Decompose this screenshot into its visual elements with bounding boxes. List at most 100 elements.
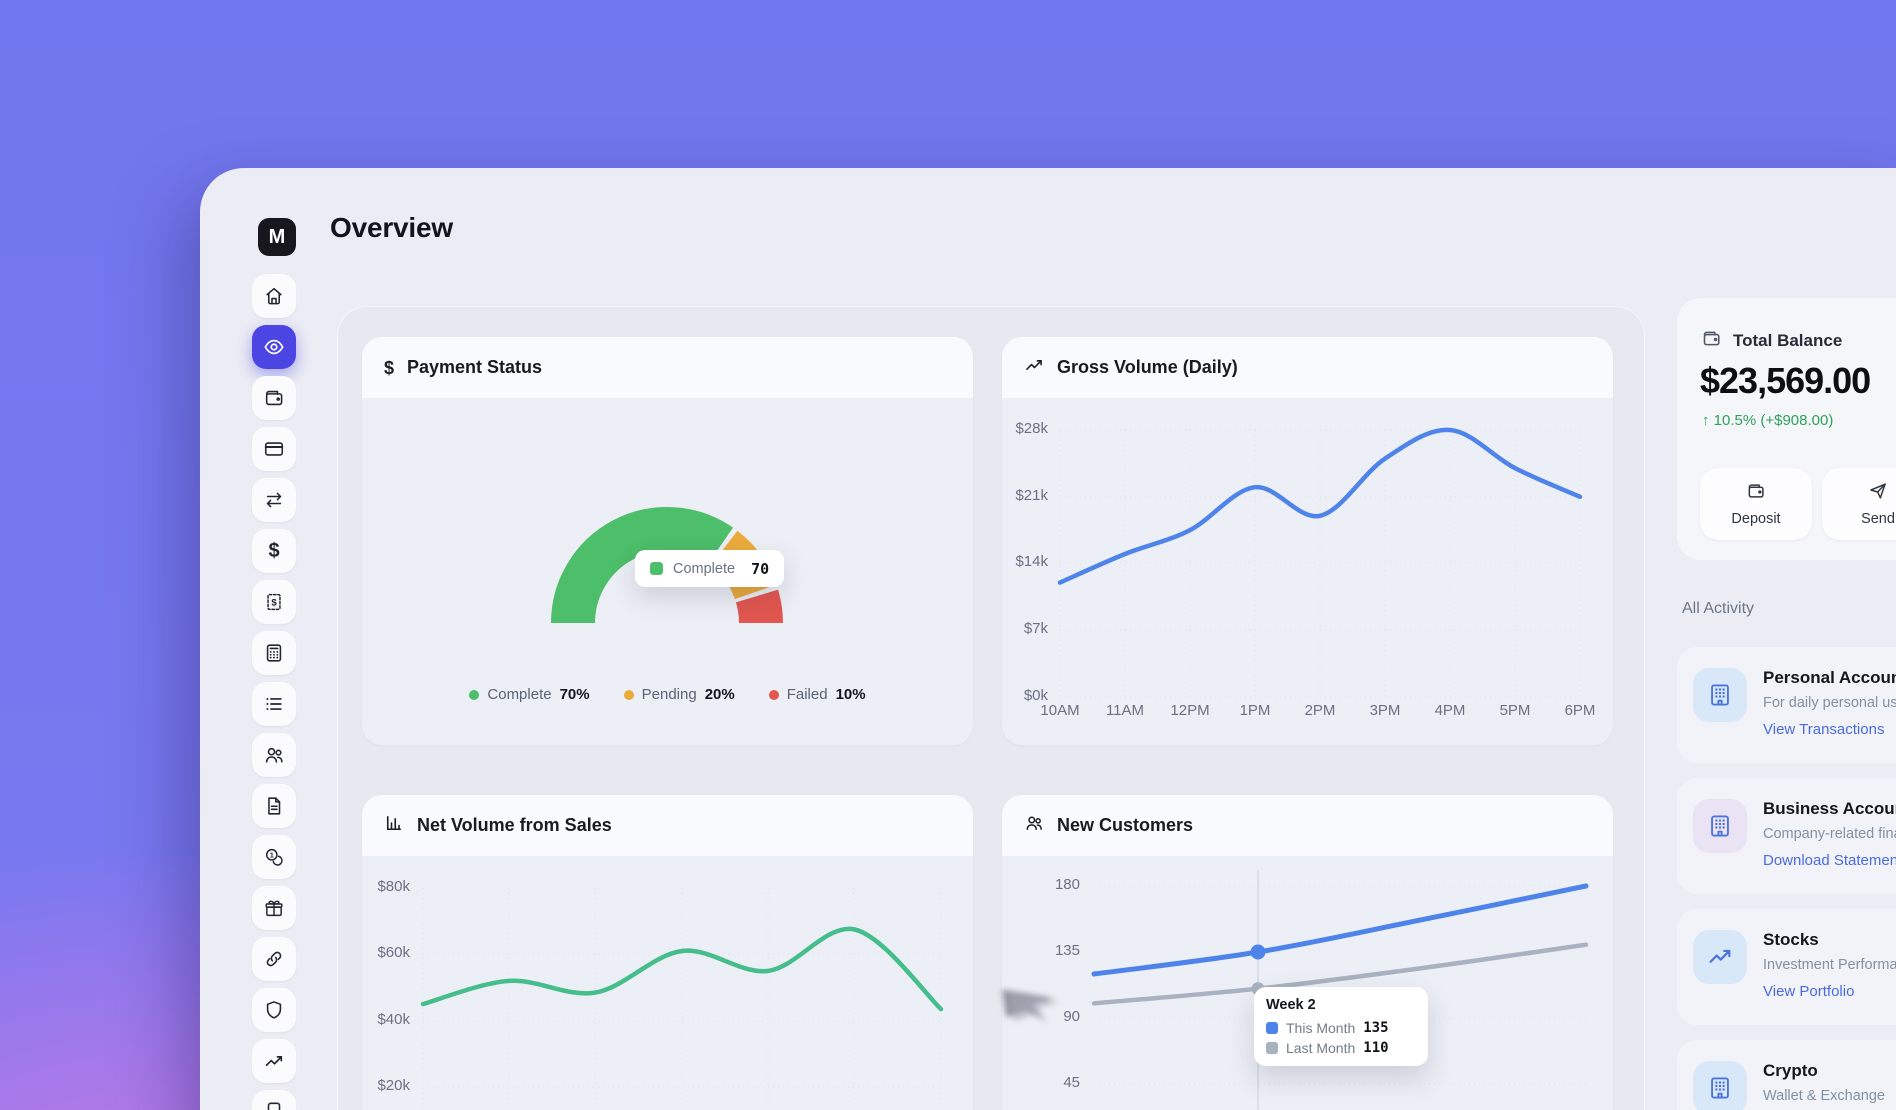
view-portfolio-link[interactable]: View Portfolio xyxy=(1763,983,1855,1000)
view-transactions-link[interactable]: View Transactions xyxy=(1763,721,1885,738)
wallet-icon xyxy=(1701,328,1722,354)
gross-volume-body: $28k $21k $14k $7k $0k 10AM 11AM 12PM 1P… xyxy=(1002,398,1613,745)
personal-account-card[interactable]: Personal Account For daily personal use … xyxy=(1677,647,1896,763)
stocks-card[interactable]: Stocks Investment Performance View Portf… xyxy=(1677,909,1896,1025)
dashboard-window: M Overview $ $ xyxy=(200,168,1896,1110)
send-label: Send xyxy=(1861,511,1895,527)
app-logo[interactable]: M xyxy=(258,218,296,256)
send-button[interactable]: Send xyxy=(1822,468,1896,540)
trending-up-icon xyxy=(1024,355,1044,380)
page-title: Overview xyxy=(330,212,453,243)
wallet-icon xyxy=(1746,481,1766,504)
sidebar-item-analytics[interactable] xyxy=(252,1039,296,1083)
y-axis-tick: $80k xyxy=(377,878,410,895)
sidebar-item-coins[interactable]: 1 xyxy=(252,835,296,879)
trending-up-icon xyxy=(1693,930,1747,984)
sidebar: $ $ 1 xyxy=(252,274,296,1110)
y-axis-tick: 135 xyxy=(1054,942,1080,959)
x-axis-tick: 4PM xyxy=(1434,702,1466,719)
wallet-icon xyxy=(263,387,285,409)
tooltip-title: Week 2 xyxy=(1266,997,1316,1013)
total-balance-label: Total Balance xyxy=(1733,331,1843,350)
y-axis-tick: 180 xyxy=(1054,876,1080,893)
business-account-card[interactable]: Business Account Company-related finance… xyxy=(1677,778,1896,894)
this-month-point xyxy=(1250,944,1266,960)
y-axis-tick: $20k xyxy=(377,1077,410,1094)
dollar-icon: $ xyxy=(384,357,395,378)
sidebar-item-integrations[interactable] xyxy=(252,937,296,981)
sidebar-item-security[interactable] xyxy=(252,988,296,1032)
x-axis-tick: 6PM xyxy=(1564,702,1596,719)
sidebar-item-transactions[interactable] xyxy=(252,682,296,726)
crypto-card[interactable]: Crypto Wallet & Exchange xyxy=(1677,1040,1896,1110)
transfer-arrows-icon xyxy=(263,489,285,511)
payment-status-body: Complete 70 Complete 70% Pending 20% xyxy=(362,398,973,745)
sidebar-item-wallet[interactable] xyxy=(252,376,296,420)
sidebar-item-payments[interactable]: $ xyxy=(252,529,296,573)
sidebar-item-device[interactable] xyxy=(252,1090,296,1110)
sidebar-item-overview[interactable] xyxy=(252,325,296,369)
home-icon xyxy=(263,285,285,307)
bar-chart-icon xyxy=(384,813,404,838)
deposit-label: Deposit xyxy=(1731,511,1781,527)
new-customers-header: New Customers xyxy=(1002,795,1613,856)
dashboard-grid: $ Payment Status Complete 70 xyxy=(337,306,1645,1110)
y-axis-tick: 90 xyxy=(1063,1008,1080,1025)
deposit-button[interactable]: Deposit xyxy=(1700,468,1812,540)
y-axis-tick: $7k xyxy=(1023,620,1048,637)
eye-icon xyxy=(263,336,285,358)
list-icon xyxy=(263,693,285,715)
legend-label: Pending xyxy=(641,686,697,703)
gift-icon xyxy=(263,897,285,919)
tooltip-label: Complete xyxy=(673,560,736,577)
sidebar-item-rewards[interactable] xyxy=(252,886,296,930)
week-tooltip: Week 2 This Month 135 Last Month 110 xyxy=(1254,987,1428,1066)
file-icon xyxy=(263,795,285,817)
coins-icon: 1 xyxy=(263,846,285,868)
new-customers-body: 180 135 90 45 Week 2 This Month 135 xyxy=(1002,856,1613,1110)
y-axis-tick: $0k xyxy=(1023,687,1048,704)
sidebar-item-transfers[interactable] xyxy=(252,478,296,522)
sidebar-item-documents[interactable] xyxy=(252,784,296,828)
legend-dot xyxy=(768,689,779,700)
net-volume-card: Net Volume from Sales xyxy=(362,795,973,1110)
y-axis-tick: $21k xyxy=(1015,487,1048,504)
credit-card-icon xyxy=(263,438,285,460)
sidebar-item-accounting[interactable] xyxy=(252,631,296,675)
sidebar-item-customers[interactable] xyxy=(252,733,296,777)
calculator-icon xyxy=(263,642,285,664)
net-volume-body: $80k $60k $40k $20k xyxy=(362,856,973,1110)
legend-label: Complete xyxy=(487,686,552,703)
dollar-icon: $ xyxy=(268,540,280,562)
link-icon xyxy=(263,948,285,970)
x-axis-tick: 1PM xyxy=(1239,702,1271,719)
legend-label: Failed xyxy=(786,686,828,703)
legend-item: Pending 20% xyxy=(623,686,735,703)
card-title: Payment Status xyxy=(407,357,543,377)
payment-status-card: $ Payment Status Complete 70 xyxy=(362,337,973,745)
sidebar-item-cards[interactable] xyxy=(252,427,296,471)
net-volume-chart xyxy=(420,887,944,1110)
x-axis-tick: 5PM xyxy=(1499,702,1531,719)
legend-item: Failed 10% xyxy=(768,686,866,703)
total-balance-row: Total Balance xyxy=(1701,328,1842,354)
card-title: New Customers xyxy=(1057,815,1194,835)
all-activity-heading: All Activity xyxy=(1682,600,1755,617)
sidebar-item-invoices[interactable]: $ xyxy=(252,580,296,624)
x-axis-tick: 12PM xyxy=(1170,702,1210,719)
users-icon xyxy=(1024,813,1044,838)
new-customers-chart xyxy=(1091,870,1589,1110)
total-balance-change: ↑ 10.5% (+$908.00) xyxy=(1702,412,1834,429)
card-title: Net Volume from Sales xyxy=(417,815,612,835)
payment-status-header: $ Payment Status xyxy=(362,337,973,398)
sidebar-item-home[interactable] xyxy=(252,274,296,318)
gauge-tooltip: Complete 70 xyxy=(635,550,785,587)
series-swatch xyxy=(1266,1042,1278,1054)
legend-item: Complete 70% xyxy=(469,686,590,703)
activity-title: Stocks xyxy=(1763,930,1819,949)
y-axis-tick: $28k xyxy=(1015,420,1048,437)
tooltip-value: 110 xyxy=(1363,1040,1389,1056)
download-statements-link[interactable]: Download Statements xyxy=(1763,852,1896,869)
y-axis-tick: $14k xyxy=(1015,553,1048,570)
